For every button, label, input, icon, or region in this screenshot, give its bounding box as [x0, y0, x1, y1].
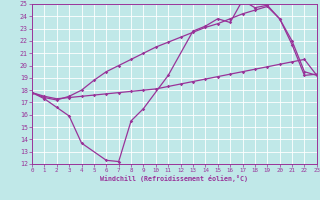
X-axis label: Windchill (Refroidissement éolien,°C): Windchill (Refroidissement éolien,°C): [100, 175, 248, 182]
